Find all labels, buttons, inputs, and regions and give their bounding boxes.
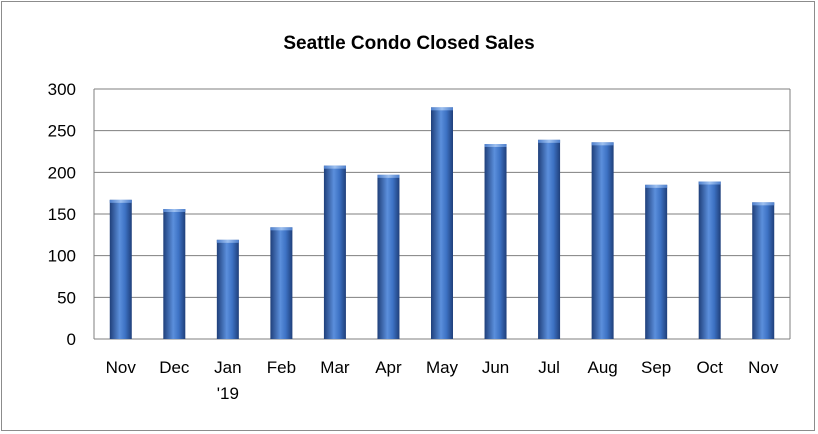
bar-cap bbox=[645, 184, 668, 188]
bar-body bbox=[216, 239, 239, 339]
bar-body bbox=[377, 174, 400, 339]
x-tick-label: Sep bbox=[641, 358, 671, 377]
bar-body bbox=[163, 209, 186, 339]
bar-body bbox=[698, 181, 721, 339]
bar bbox=[484, 144, 507, 339]
bar-cap bbox=[216, 239, 239, 243]
y-tick-label: 250 bbox=[48, 122, 76, 141]
chart-title: Seattle Condo Closed Sales bbox=[283, 33, 535, 54]
bar-body bbox=[645, 184, 668, 339]
x-tick-label: Dec bbox=[159, 358, 190, 377]
bar bbox=[431, 107, 453, 339]
bar-body bbox=[270, 227, 293, 339]
bar-body bbox=[591, 142, 614, 339]
x-tick-label: Jul bbox=[538, 358, 560, 377]
bar bbox=[377, 174, 400, 339]
bar-cap bbox=[698, 181, 721, 185]
bar-cap bbox=[431, 107, 453, 111]
x-tick-label: May bbox=[426, 358, 459, 377]
bar-cap bbox=[163, 209, 186, 212]
bar-cap bbox=[538, 139, 561, 143]
bar-body bbox=[431, 107, 453, 339]
x-tick-label: Mar bbox=[320, 358, 350, 377]
bar bbox=[216, 239, 239, 339]
bar bbox=[323, 165, 346, 339]
bar-cap bbox=[752, 202, 775, 206]
x-tick-label: Oct bbox=[696, 358, 723, 377]
bar bbox=[270, 227, 293, 339]
bar bbox=[698, 181, 721, 339]
y-tick-label: 50 bbox=[57, 288, 76, 307]
bar bbox=[752, 202, 775, 339]
bar-body bbox=[752, 202, 775, 339]
x-tick-label: Feb bbox=[267, 358, 296, 377]
bar-body bbox=[538, 139, 561, 339]
y-tick-label: 150 bbox=[48, 205, 76, 224]
x-tick-label: Aug bbox=[587, 358, 617, 377]
x-tick-label: Nov bbox=[106, 358, 137, 377]
bar bbox=[591, 142, 614, 339]
bar-cap bbox=[591, 142, 614, 146]
x-tick-label: Apr bbox=[375, 358, 402, 377]
bar-cap bbox=[109, 199, 132, 203]
bar-cap bbox=[484, 144, 507, 147]
bar-body bbox=[323, 165, 346, 339]
bar bbox=[163, 209, 186, 339]
x-tick-label: Jun bbox=[482, 358, 509, 377]
y-tick-label: 100 bbox=[48, 247, 76, 266]
bar bbox=[109, 199, 132, 339]
bar bbox=[538, 139, 561, 339]
bar-cap bbox=[323, 165, 346, 169]
bar-body bbox=[484, 144, 507, 339]
x-tick-label: Jan '19 bbox=[214, 358, 241, 403]
y-tick-label: 300 bbox=[48, 80, 76, 99]
y-tick-label: 200 bbox=[48, 163, 76, 182]
x-tick-label: Nov bbox=[748, 358, 779, 377]
bar-cap bbox=[270, 227, 293, 231]
bar-body bbox=[109, 199, 132, 339]
bar bbox=[645, 184, 668, 339]
bar-cap bbox=[377, 174, 400, 178]
y-tick-label: 0 bbox=[67, 330, 76, 349]
